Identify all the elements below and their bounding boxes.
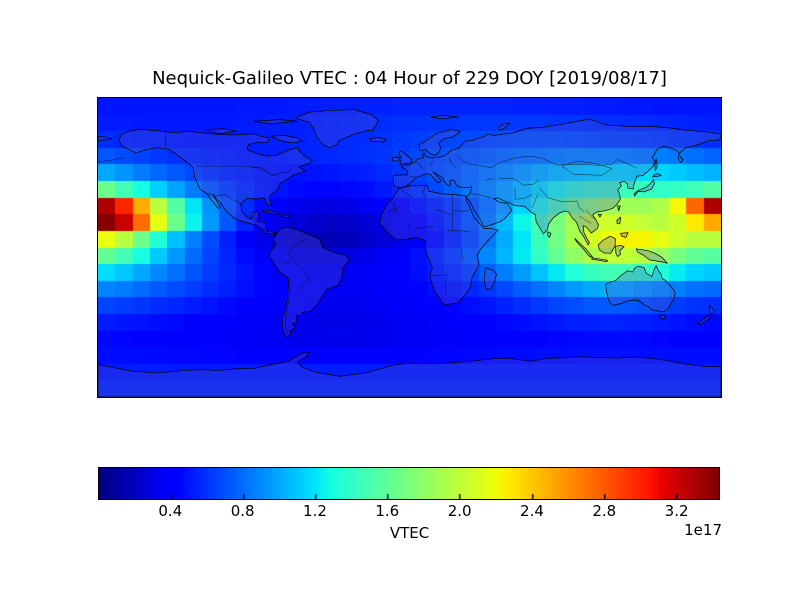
colorbar-tick-label: 0.8	[230, 502, 255, 520]
country-borders-group	[98, 132, 636, 334]
colorbar-tick-label: 3.2	[664, 502, 689, 520]
map-plot-area	[97, 97, 722, 398]
colorbar-tick-label: 2.8	[592, 502, 617, 520]
colorbar-gradient-canvas	[99, 468, 719, 499]
coastlines-group	[98, 110, 721, 397]
colorbar-tick-label: 2.0	[447, 502, 472, 520]
colorbar-tick-label: 0.4	[158, 502, 183, 520]
vtec-heatmap-canvas	[98, 98, 721, 397]
colorbar-tick-labels: 0.4 0.8 1.2 1.6 2.0 2.4 2.8 3.2	[98, 502, 720, 522]
colorbar	[98, 467, 720, 500]
colorbar-tick-label: 1.2	[303, 502, 327, 520]
colorbar-axis-label: VTEC	[389, 524, 430, 542]
world-map-overlay	[98, 98, 721, 397]
colorbar-tick-label: 1.6	[375, 502, 400, 520]
plot-title: Nequick-Galileo VTEC : 04 Hour of 229 DO…	[152, 68, 667, 89]
colorbar-offset-label: 1e17	[684, 521, 722, 539]
colorbar-tick-label: 2.4	[520, 502, 544, 520]
